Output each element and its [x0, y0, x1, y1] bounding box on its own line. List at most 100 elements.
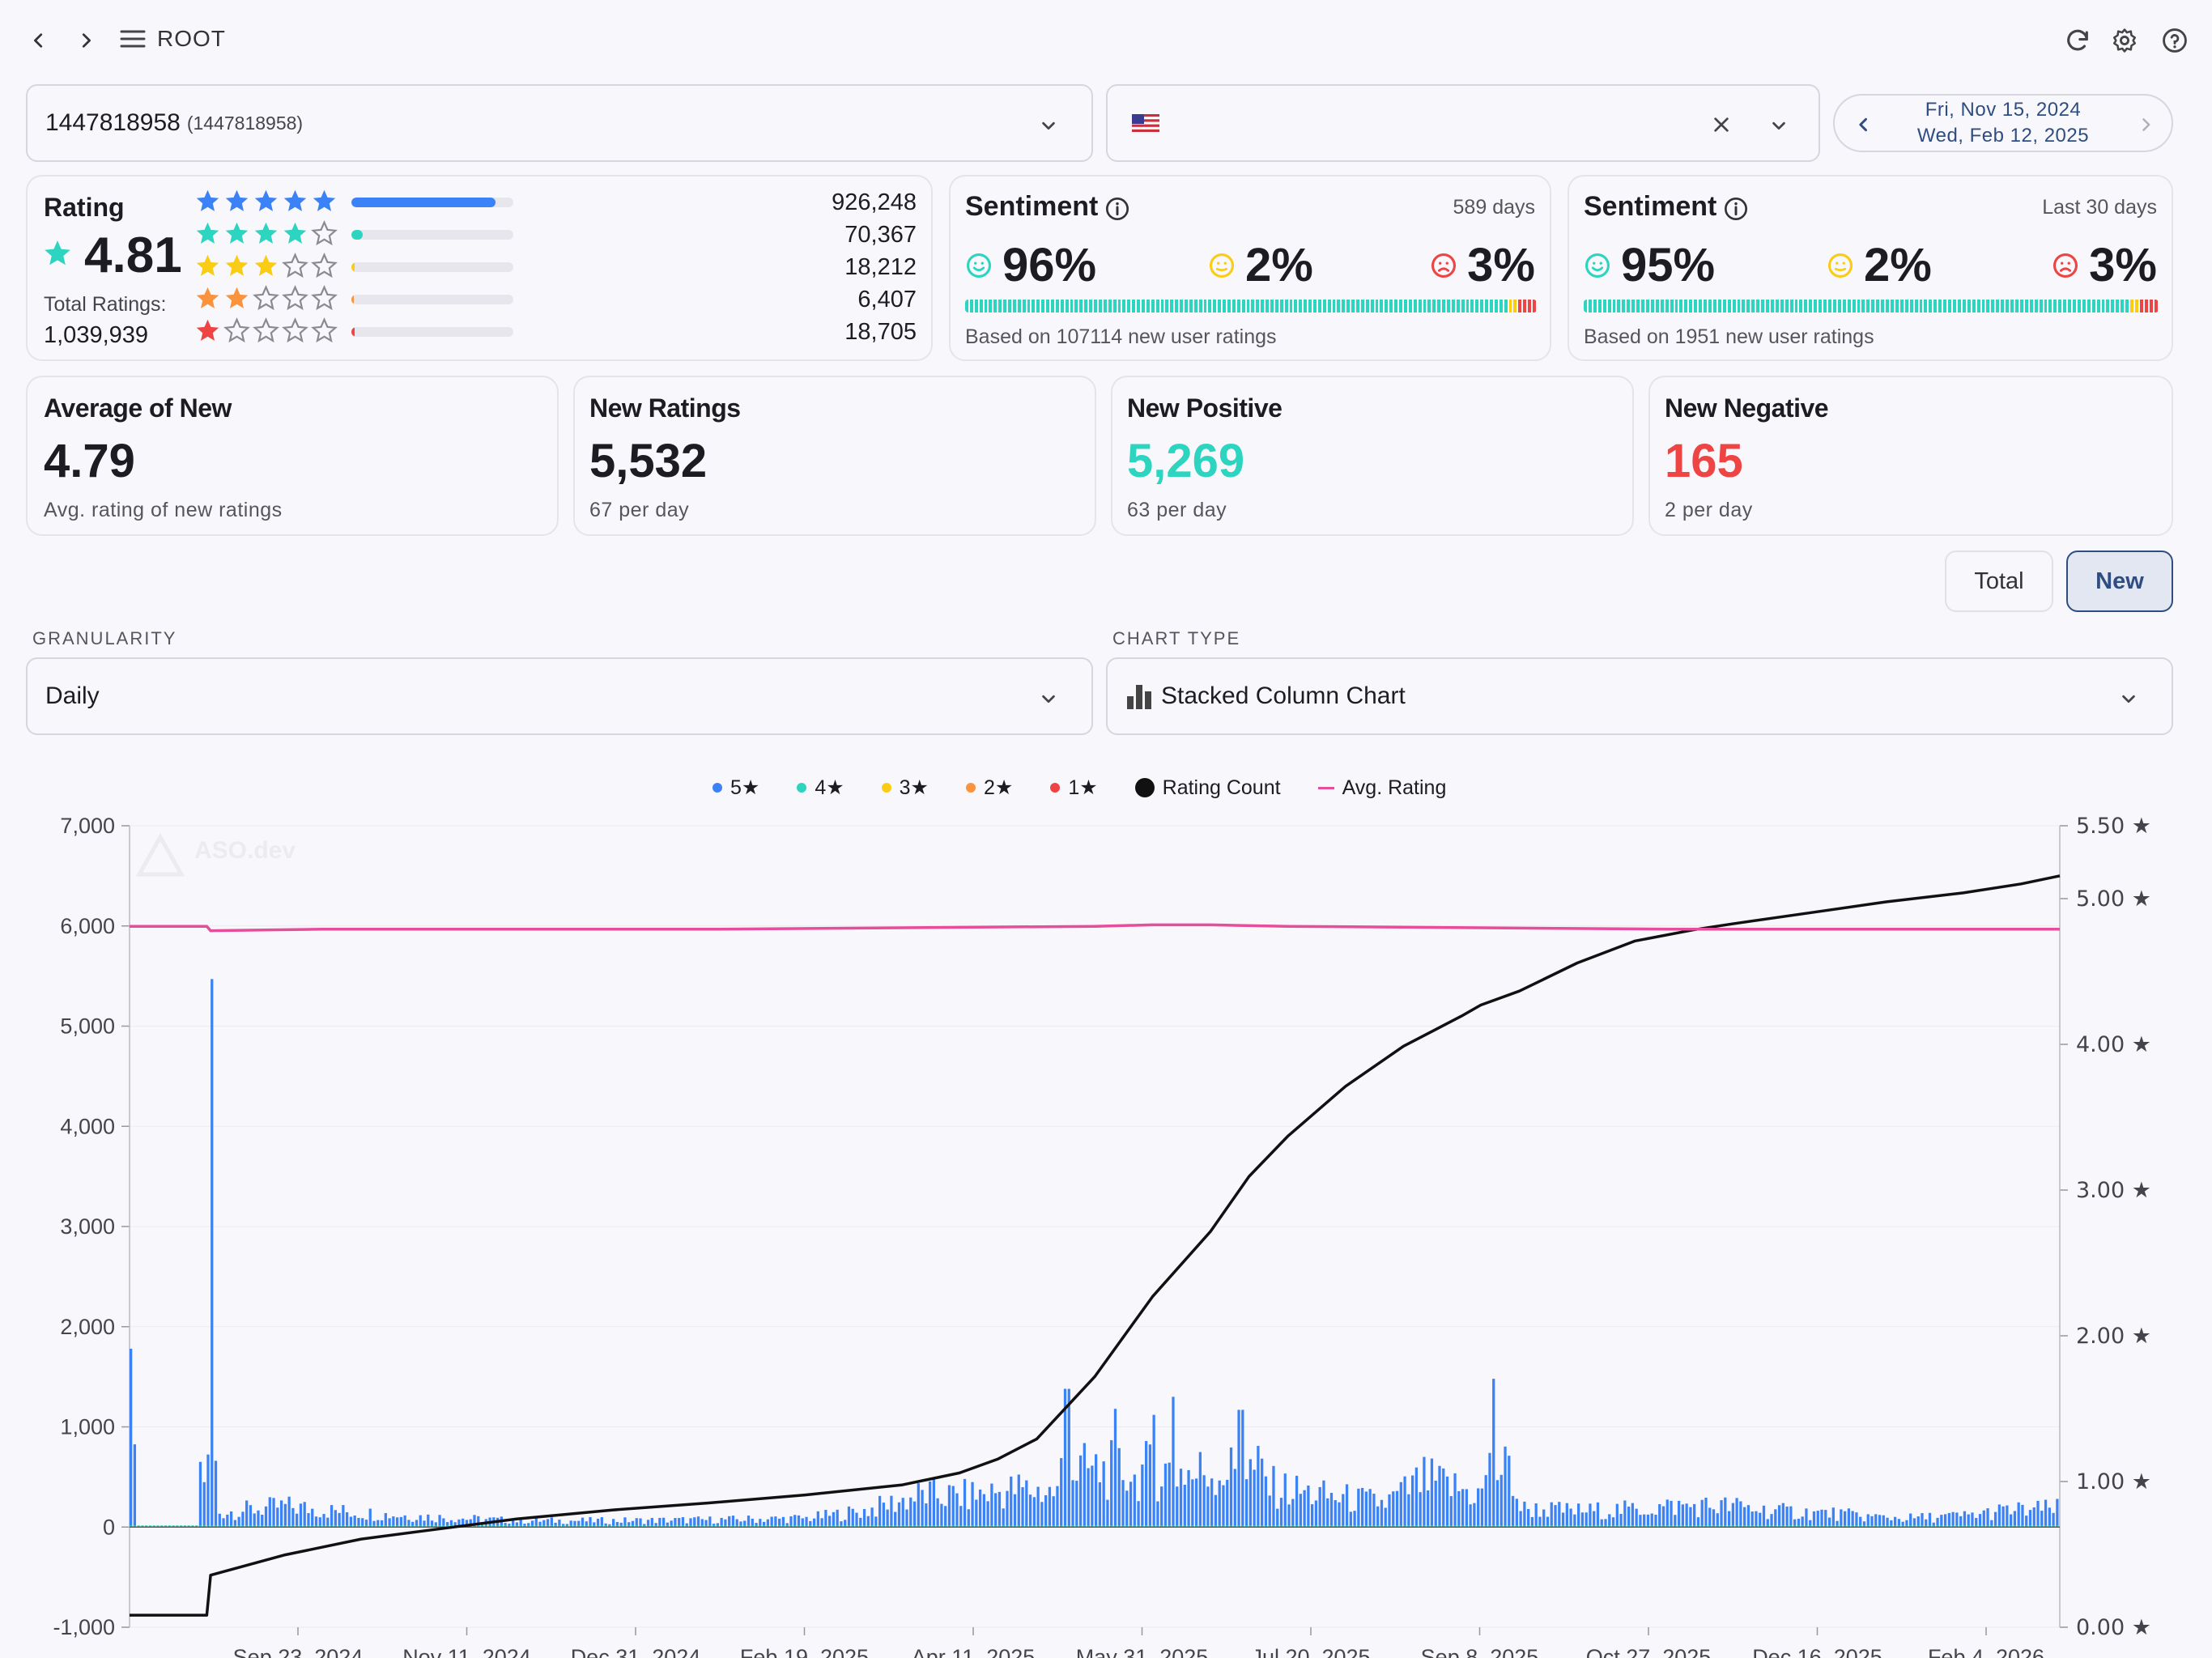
bar-5-star [330, 1505, 334, 1528]
ratings-chart[interactable]: 7,000 6,000 5,000 4,000 3,000 2,000 1,000 0 -1,0… [0, 801, 2212, 1658]
sentiment-segment [979, 300, 983, 312]
bar-4-star [1407, 1525, 1410, 1528]
bar-4-star [1141, 1525, 1144, 1528]
country-select[interactable] [1106, 84, 1820, 162]
bar-5-star [453, 1522, 457, 1528]
bar-4-star [882, 1525, 886, 1528]
bar-5-star [1388, 1494, 1391, 1528]
bar-5-star [2006, 1505, 2009, 1528]
sentiment-segment [1274, 300, 1278, 312]
forward-button[interactable] [70, 24, 102, 57]
sentiment-segment [1313, 300, 1317, 312]
stat-value: 165 [1665, 435, 1743, 487]
settings-button[interactable] [2108, 24, 2141, 57]
sentiment-segment [2029, 300, 2033, 312]
bar-4-star [1916, 1525, 1920, 1528]
bar-5-star [1163, 1463, 1168, 1528]
legend-item-5-star[interactable]: 5★ [713, 776, 759, 800]
bar-5-star [442, 1518, 445, 1528]
bar-5-star [1890, 1520, 1893, 1528]
new-toggle-button[interactable]: New [2066, 551, 2173, 612]
bar-5-star [392, 1516, 395, 1528]
bar-4-star [1912, 1525, 1916, 1528]
bar-5-star [206, 1454, 210, 1528]
bar-5-star [1040, 1502, 1044, 1528]
sentiment-segment [1165, 300, 1169, 312]
sentiment-segment [1976, 300, 1980, 312]
legend-item-1-star[interactable]: 1★ [1050, 776, 1098, 800]
bar-4-star [2017, 1525, 2020, 1528]
bar-5-star [1897, 1519, 1901, 1528]
legend-item-3-star[interactable]: 3★ [881, 776, 929, 800]
bar-4-star [1133, 1525, 1136, 1528]
app-select[interactable]: 1447818958 (1447818958) [26, 84, 1093, 162]
previous-period-button[interactable] [1849, 110, 1878, 139]
help-icon [2163, 28, 2187, 53]
bar-4-star [1670, 1525, 1673, 1528]
bar-4-star [226, 1525, 229, 1528]
bar-5-star [2010, 1514, 2013, 1528]
y-axis-left-tick-label: 5,000 [60, 1014, 115, 1039]
date-range-picker[interactable]: Fri, Nov 15, 2024 Wed, Feb 12, 2025 [1833, 94, 2173, 152]
sentiment-segment [1650, 300, 1654, 312]
bar-4-star [1214, 1525, 1218, 1528]
sentiment-segment [1612, 300, 1616, 312]
bar-4-star [1410, 1525, 1414, 1528]
sentiment-segment [1442, 300, 1445, 312]
legend-item-4-star[interactable]: 4★ [797, 776, 844, 800]
sentiment-segment [2044, 300, 2048, 312]
sentiment-title: Sentiment [1584, 191, 1717, 222]
bar-5-star [1338, 1502, 1341, 1528]
sentiment-segment [1919, 300, 1923, 312]
gear-icon [2112, 28, 2137, 53]
info-icon[interactable] [1723, 196, 1749, 222]
bar-5-star [287, 1496, 291, 1528]
bar-4-star [982, 1525, 985, 1528]
bar-4-star [372, 1525, 376, 1528]
bar-4-star [631, 1525, 635, 1528]
bar-5-star [449, 1520, 453, 1528]
refresh-button[interactable] [2061, 24, 2094, 57]
next-period-button[interactable] [2131, 110, 2160, 139]
back-button[interactable] [23, 24, 55, 57]
bar-5-star [1677, 1500, 1681, 1528]
granularity-select[interactable]: Daily [26, 657, 1093, 735]
bar-5-star [1148, 1444, 1152, 1528]
bar-4-star [2010, 1525, 2013, 1528]
bar-5-star [1573, 1514, 1576, 1528]
bar-4-star [2056, 1525, 2059, 1528]
help-button[interactable] [2159, 24, 2191, 57]
y-axis-right-tick-label: 5.00 ★ [2076, 886, 2151, 912]
bar-5-star [133, 1444, 137, 1528]
bar-4-star [971, 1525, 974, 1528]
bar-4-star [222, 1525, 225, 1528]
stat-title: New Negative [1665, 393, 1829, 423]
legend-item-2-star[interactable]: 2★ [965, 776, 1013, 800]
info-icon[interactable] [1104, 196, 1130, 222]
sentiment-segment [1766, 300, 1769, 312]
bar-5-star [311, 1508, 314, 1528]
sentiment-segment [1924, 300, 1928, 312]
total-toggle-button[interactable]: Total [1945, 551, 2053, 612]
bar-4-star [666, 1525, 670, 1528]
clear-country-button[interactable] [1704, 107, 1739, 142]
bar-4-star [1534, 1525, 1538, 1528]
sentiment-segment [1399, 300, 1402, 312]
bar-4-star [1836, 1525, 1839, 1528]
bar-4-star [1951, 1525, 1955, 1528]
rating-bar-3 [351, 262, 513, 272]
bar-5-star [299, 1503, 303, 1528]
bar-4-star [1546, 1525, 1550, 1528]
bar-5-star [747, 1516, 751, 1528]
bar-4-star [1380, 1525, 1384, 1528]
bar-4-star [1735, 1525, 1738, 1528]
bar-4-star [1809, 1525, 1812, 1528]
sentiment-segment [1437, 300, 1441, 312]
breadcrumb[interactable]: ROOT [120, 26, 226, 52]
chart-type-select[interactable]: Stacked Column Chart [1106, 657, 2173, 735]
star-filled-icon [196, 254, 219, 276]
bar-5-star [211, 979, 214, 1528]
legend-item-avg-rating[interactable]: Avg. Rating [1317, 776, 1446, 800]
legend-item-rating-count[interactable]: Rating Count [1134, 776, 1281, 800]
rating-bar-fill [351, 327, 355, 337]
